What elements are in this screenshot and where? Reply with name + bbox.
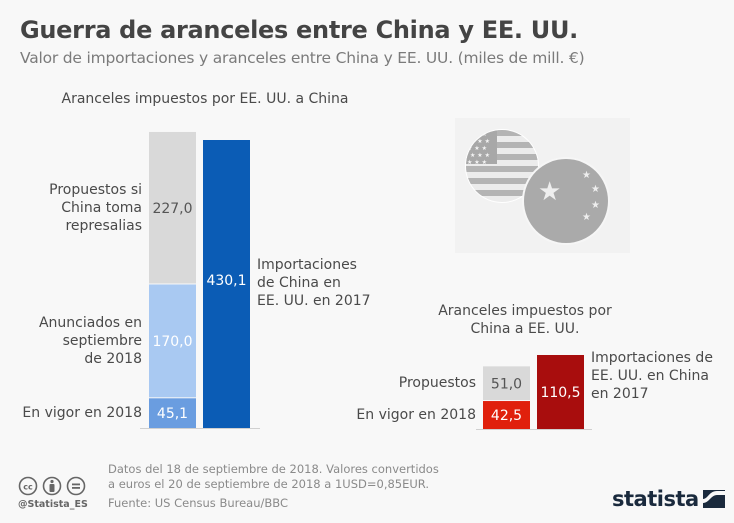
china-total-label: Importaciones de EE. UU. en China en 2017 bbox=[591, 349, 713, 403]
us-segment-divider bbox=[149, 283, 196, 285]
us-segment-bar-2 bbox=[149, 283, 196, 398]
footer-source: Fuente: US Census Bureau/BBC bbox=[108, 496, 288, 510]
svg-text:★ ★ ★: ★ ★ ★ bbox=[467, 145, 487, 152]
license-icons: cc bbox=[18, 476, 90, 500]
china-total-label-line-3: en 2017 bbox=[591, 386, 649, 402]
us-segment-label-2-line-1: Anunciados en bbox=[38, 314, 142, 331]
attribution-icon bbox=[42, 476, 62, 496]
china-tariffs-title-line-2: China a EE. UU. bbox=[470, 321, 580, 337]
us-segment-label-3: Propuestos si China toma represalias bbox=[49, 181, 142, 235]
china-segment-value-1: 42,5 bbox=[491, 408, 522, 424]
us-total-label-line-1: Importaciones bbox=[257, 257, 357, 273]
china-tariffs-section-title: Aranceles impuestos por China a EE. UU. bbox=[420, 302, 630, 338]
us-segment-bar-1 bbox=[149, 397, 196, 428]
china-segment-label-2-line-1: Propuestos bbox=[398, 375, 476, 392]
china-total-label-line-2: EE. UU. en China bbox=[591, 368, 709, 384]
china-segment-bar-2 bbox=[483, 366, 530, 401]
svg-text:★: ★ bbox=[582, 212, 591, 223]
svg-text:★ ★ ★: ★ ★ ★ bbox=[467, 159, 487, 166]
svg-text:★ ★ ★: ★ ★ ★ bbox=[470, 152, 490, 159]
statista-logo-icon bbox=[702, 490, 725, 508]
us-segment-label-1: En vigor en 2018 bbox=[22, 404, 142, 422]
china-segment-label-2: Propuestos bbox=[399, 374, 476, 392]
us-segment-label-1-line-1: En vigor en 2018 bbox=[22, 404, 142, 421]
svg-text:cc: cc bbox=[23, 483, 33, 492]
us-segment-divider bbox=[149, 397, 196, 399]
svg-text:★: ★ bbox=[591, 184, 600, 195]
us-total-bar bbox=[203, 140, 250, 428]
china-segment-value-2: 51,0 bbox=[491, 376, 522, 392]
statista-logo[interactable]: statista bbox=[612, 487, 725, 511]
us-segment-label-3-line-1: Propuestos si bbox=[49, 181, 142, 198]
usa-flag-icon: ★ ★ ★ ★ ★ ★ ★ ★ ★ ★ ★ ★ ★ ★ ★ bbox=[465, 129, 539, 203]
svg-text:★: ★ bbox=[591, 200, 600, 211]
us-segment-label-2-line-2: septiembre bbox=[62, 332, 142, 349]
china-flag-icon: ★ ★ ★ ★ ★ bbox=[522, 157, 610, 245]
us-segment-value-1: 45,1 bbox=[157, 406, 188, 422]
no-derivatives-icon bbox=[66, 476, 86, 496]
china-total-bar bbox=[537, 355, 584, 429]
us-segment-label-2-line-3: de 2018 bbox=[84, 350, 142, 367]
china-segment-divider bbox=[483, 400, 530, 402]
us-segment-label-3-line-3: represalias bbox=[65, 217, 142, 234]
svg-text:★: ★ bbox=[538, 177, 561, 207]
china-total-label-line-1: Importaciones de bbox=[591, 350, 713, 366]
footer-notes: Datos del 18 de septiembre de 2018. Valo… bbox=[108, 462, 439, 511]
svg-text:★ ★ ★: ★ ★ ★ bbox=[470, 138, 490, 145]
footer-note-line-1: Datos del 18 de septiembre de 2018. Valo… bbox=[108, 462, 439, 476]
china-tariffs-title-line-1: Aranceles impuestos por bbox=[438, 303, 612, 319]
us-segment-label-2: Anunciados en septiembre de 2018 bbox=[39, 314, 142, 368]
us-total-value: 430,1 bbox=[206, 273, 246, 289]
china-segment-label-1-line-1: En vigor en 2018 bbox=[356, 406, 476, 423]
us-total-label-line-3: EE. UU. en 2017 bbox=[257, 293, 371, 309]
us-total-label-line-2: de China en bbox=[257, 275, 341, 291]
us-segment-value-2: 170,0 bbox=[152, 334, 192, 350]
china-segment-bar-1 bbox=[483, 400, 530, 429]
us-segment-value-3: 227,0 bbox=[152, 201, 192, 217]
chart-title: Guerra de aranceles entre China y EE. UU… bbox=[20, 16, 578, 44]
us-segment-label-3-line-2: China toma bbox=[61, 199, 142, 216]
us-tariffs-section-title: Aranceles impuestos por EE. UU. a China bbox=[61, 91, 349, 107]
china-segment-label-1: En vigor en 2018 bbox=[356, 406, 476, 424]
svg-text:★: ★ bbox=[582, 170, 591, 181]
china-total-value: 110,5 bbox=[540, 385, 580, 401]
statista-wordmark: statista bbox=[612, 487, 699, 511]
social-handle: @Statista_ES bbox=[18, 499, 88, 510]
flags-illustration: ★ ★ ★ ★ ★ ★ ★ ★ ★ ★ ★ ★ ★ ★ ★ ★ ★ ★ ★ ★ bbox=[455, 118, 630, 253]
cc-icon: cc bbox=[18, 476, 38, 496]
us-total-label: Importaciones de China en EE. UU. en 2017 bbox=[257, 256, 371, 310]
us-segment-bar-3 bbox=[149, 131, 196, 284]
chart-subtitle: Valor de importaciones y aranceles entre… bbox=[20, 49, 585, 67]
footer-note-line-2: a euros el 20 de septiembre de 2018 a 1U… bbox=[108, 477, 430, 491]
